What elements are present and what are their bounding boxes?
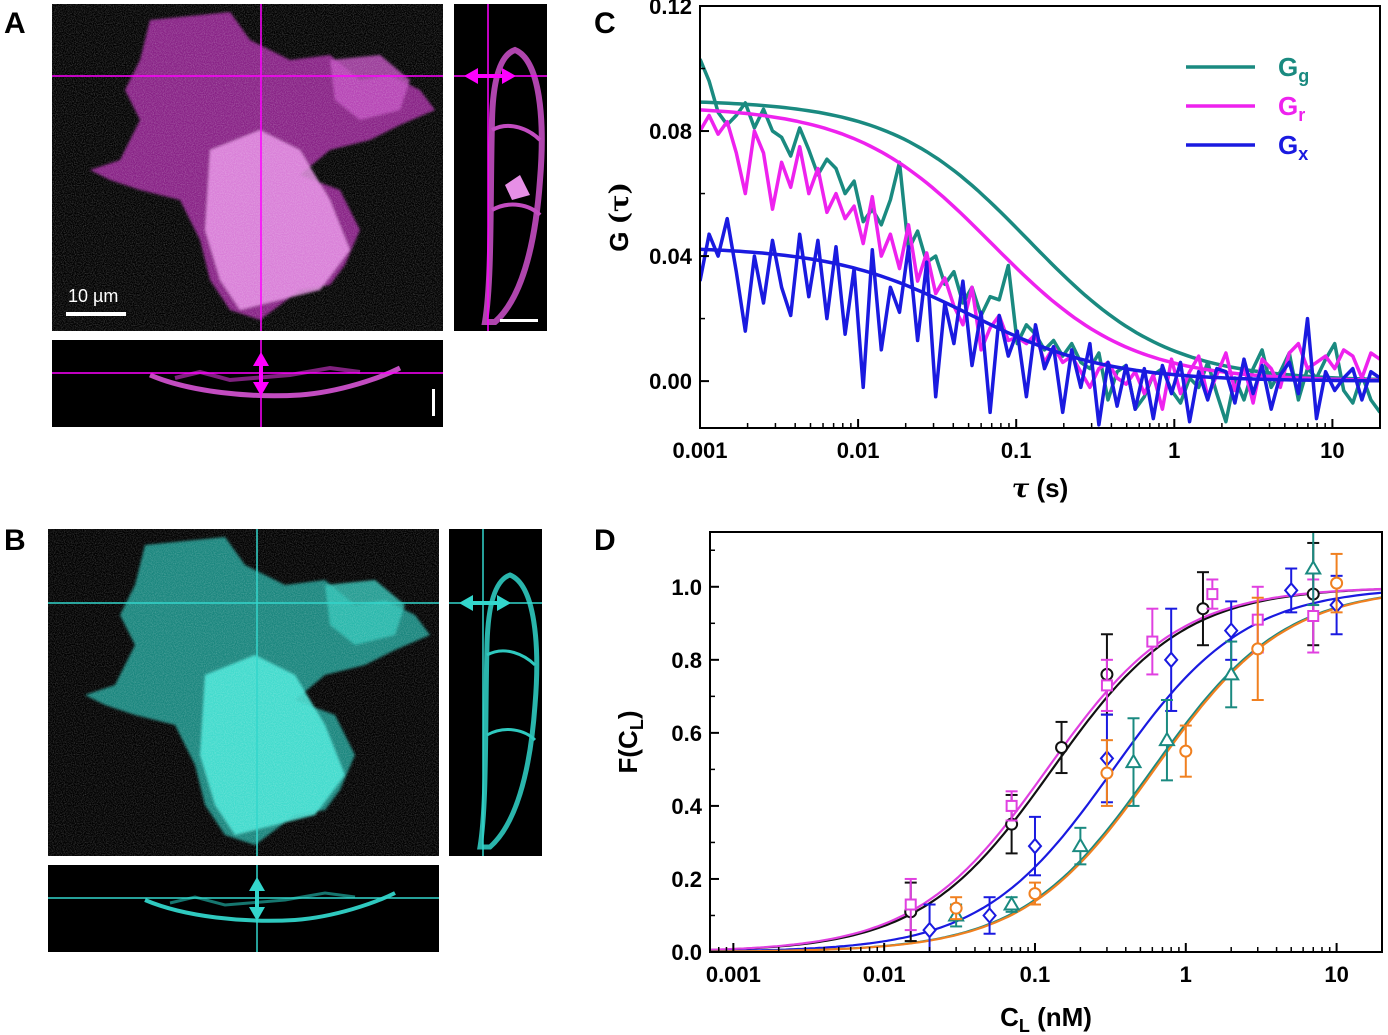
panel-label-b: B	[4, 524, 26, 557]
panel-b: B	[4, 524, 542, 952]
data-point	[1158, 731, 1176, 747]
legend-entry-g: Gg	[1278, 52, 1309, 86]
panel-c: C 0.001 0.01 0.1 1 10 0.00 0.04 0.08 0.12 τ (s) G …	[594, 0, 1381, 504]
data-point	[1005, 799, 1018, 812]
fit-curve-3	[710, 596, 1382, 952]
y-tick-label: 0.4	[671, 794, 702, 819]
x-axis-label: CL (nM)	[1000, 1002, 1092, 1035]
data-point	[1223, 622, 1239, 640]
data-point	[1055, 740, 1069, 754]
data-point	[949, 901, 963, 915]
panel-a-yz-image	[454, 4, 547, 331]
fit-curve-1	[710, 587, 1382, 951]
x-tick-label: 0.1	[1020, 962, 1051, 987]
data-point	[1222, 665, 1240, 681]
data-point	[1163, 651, 1179, 669]
data-point	[1027, 837, 1043, 855]
x-tick-label: 10	[1324, 962, 1348, 987]
y-tick-label: 0.2	[671, 867, 702, 892]
panel-a-xz-image	[52, 340, 443, 427]
y-tick-label: 0.08	[649, 119, 692, 144]
x-tick-label: 1	[1180, 962, 1192, 987]
data-point	[1028, 887, 1042, 901]
chart-d: 0.001 0.01 0.1 1 10 0.0 0.2 0.4 0.6 0.8 1.0 CL (nM)…	[613, 531, 1383, 1035]
panel-a-xy-image: 10 µm	[52, 4, 443, 331]
chart-d-plot	[710, 532, 1382, 952]
panel-d: D 0.001 0.01 0.1 1 10 0.0 0.2 0.4 0.6 0.8 1.0 CL (n…	[594, 524, 1383, 1035]
data-point	[1283, 581, 1299, 599]
chart-c-plot	[700, 58, 1380, 427]
fit-curve-4	[710, 596, 1382, 952]
panel-b-xy-image	[48, 529, 439, 856]
x-tick-label: 0.001	[672, 438, 727, 463]
panel-b-yz-image	[449, 529, 542, 856]
scale-bar-label: 10 µm	[68, 286, 118, 306]
panel-label-c: C	[594, 7, 616, 40]
panel-a: A 10 µm	[4, 4, 547, 427]
y-tick-label: 0.0	[671, 940, 702, 965]
y-tick-label: 0.12	[649, 0, 692, 19]
panel-label-d: D	[594, 524, 616, 557]
series-x-fit-line	[700, 247, 1380, 383]
data-point	[1002, 895, 1021, 911]
legend-entry-x: Gx	[1278, 130, 1308, 164]
y-tick-label: 0.8	[671, 648, 702, 673]
y-axis-label: F(CL)	[613, 711, 647, 774]
x-axis-label: τ (s)	[1012, 473, 1069, 504]
panel-label-a: A	[4, 7, 26, 40]
x-tick-label: 0.01	[837, 438, 880, 463]
data-point	[1100, 679, 1113, 692]
data-point	[1146, 635, 1159, 648]
data-point	[1304, 559, 1322, 575]
data-point	[1307, 610, 1320, 622]
data-point	[1124, 753, 1143, 769]
x-tick-label: 0.01	[863, 962, 906, 987]
data-point	[1330, 576, 1344, 590]
data-point	[1100, 766, 1114, 780]
scale-bar	[66, 312, 126, 316]
data-point	[982, 906, 997, 925]
chart-c: 0.001 0.01 0.1 1 10 0.00 0.04 0.08 0.12 τ (s) G (τ…	[604, 0, 1381, 504]
data-point	[1206, 588, 1219, 601]
y-tick-label: 0.00	[649, 369, 692, 394]
legend-entry-r: Gr	[1278, 91, 1305, 125]
x-tick-label: 0.1	[1001, 438, 1032, 463]
x-tick-label: 10	[1320, 438, 1344, 463]
data-point	[904, 898, 917, 911]
data-point	[1251, 642, 1265, 656]
y-tick-label: 0.6	[671, 721, 702, 746]
fit-curve-2	[710, 591, 1382, 952]
data-point	[922, 921, 937, 939]
y-tick-label: 0.04	[649, 244, 693, 269]
series-r-fit-line	[700, 108, 1380, 382]
chart-d-frame	[709, 531, 1383, 953]
x-tick-label: 1	[1168, 438, 1180, 463]
data-point	[1071, 837, 1090, 853]
series-g-fit-line	[700, 100, 1380, 382]
data-point	[1179, 744, 1193, 758]
y-tick-label: 1.0	[671, 575, 702, 600]
y-axis-label: G (τ)	[604, 182, 635, 252]
x-tick-label: 0.001	[706, 962, 761, 987]
panel-b-xz-image	[48, 865, 439, 952]
chart-c-frame	[699, 5, 1381, 429]
